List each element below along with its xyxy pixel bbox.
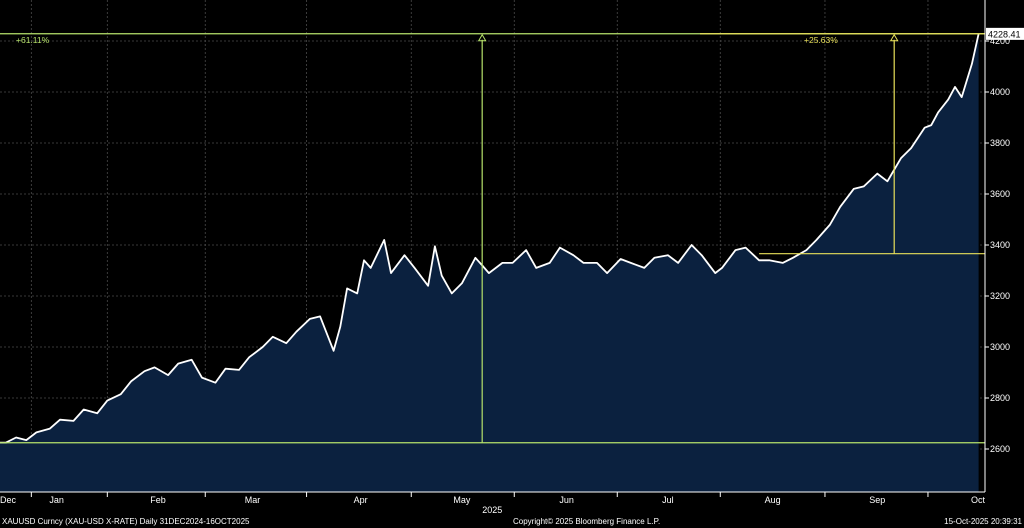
annotation-arrow-icon	[889, 33, 899, 42]
y-tick-label: 2800	[990, 393, 1010, 403]
x-tick-label: Aug	[765, 495, 781, 505]
last-value-badge	[986, 27, 1024, 40]
x-tick-label: Jul	[662, 495, 674, 505]
y-tick-label: 3600	[990, 189, 1010, 199]
last-value-label: 4228.41	[988, 29, 1021, 39]
annotation-label: +61.11%	[16, 35, 50, 45]
x-axis-label: 2025	[482, 505, 502, 515]
y-tick-label: 3200	[990, 291, 1010, 301]
x-tick-label: Apr	[354, 495, 368, 505]
footer-copyright: Copyright© 2025 Bloomberg Finance L.P.	[513, 517, 661, 526]
x-tick-label: Jan	[49, 495, 64, 505]
y-tick-label: 3400	[990, 240, 1010, 250]
x-tick-label: Jun	[559, 495, 574, 505]
x-tick-label: Feb	[150, 495, 166, 505]
y-axis: 2600 2800 3000 3200 3400 3600 3800 4000 42004228…	[984, 0, 1024, 492]
footer-security-description: XAUUSD Curncy (XAU-USD X-RATE) Daily 31D…	[2, 517, 250, 526]
x-tick-label: Mar	[245, 495, 261, 505]
annotation-arrow-icon	[477, 33, 487, 42]
x-tick-label: May	[453, 495, 471, 505]
y-tick-label: 2600	[990, 444, 1010, 454]
y-tick-label: 4200	[990, 36, 1010, 46]
annotation-label: +25.63%	[804, 35, 838, 45]
x-tick-label: Dec	[0, 495, 16, 505]
x-tick-label: Sep	[869, 495, 885, 505]
y-tick-label: 4000	[990, 87, 1010, 97]
x-axis: Dec Jan Feb Mar Apr May Jun Jul Aug Sep Oct	[0, 491, 986, 505]
price-area-fill	[0, 33, 979, 493]
x-tick-label: Oct	[971, 495, 986, 505]
y-tick-label: 3800	[990, 138, 1010, 148]
footer-timestamp: 15-Oct-2025 20:39:31	[944, 517, 1022, 526]
y-tick-label: 3000	[990, 342, 1010, 352]
annotations: +61.11% +25.63%	[0, 33, 985, 444]
